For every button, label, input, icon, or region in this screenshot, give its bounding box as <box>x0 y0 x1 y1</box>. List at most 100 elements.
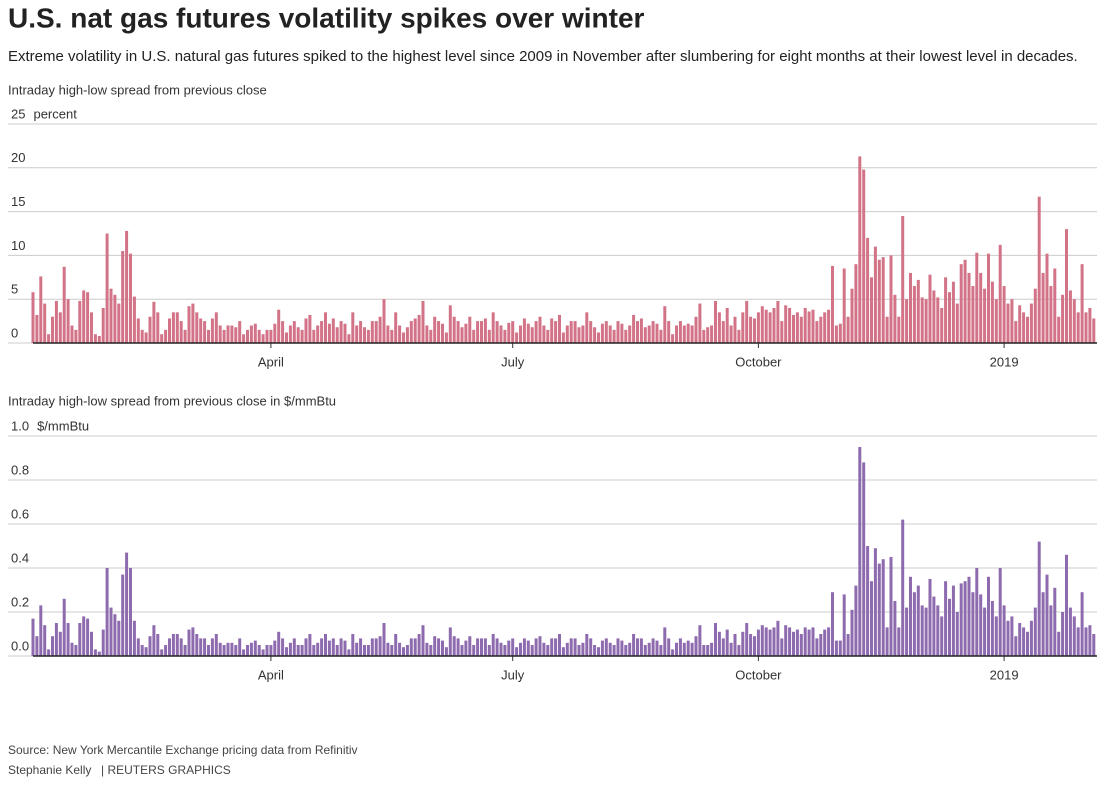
bar <box>604 321 608 343</box>
bar <box>452 316 456 343</box>
bar <box>702 645 706 656</box>
bar <box>678 321 682 343</box>
bar <box>546 645 550 656</box>
bar <box>1037 541 1041 656</box>
bar <box>1080 592 1084 656</box>
bar <box>831 592 834 656</box>
bar <box>281 638 285 656</box>
bar <box>1006 620 1010 656</box>
bar <box>550 318 554 343</box>
bar <box>1049 286 1053 343</box>
title: U.S. nat gas futures volatility spikes o… <box>8 2 645 33</box>
bar <box>519 325 522 343</box>
bar <box>916 279 920 343</box>
bar <box>608 642 612 656</box>
bar <box>948 292 951 343</box>
bar <box>858 156 862 343</box>
x-tick-label: April <box>258 667 284 682</box>
bar <box>741 631 745 656</box>
bar <box>768 629 772 656</box>
bar <box>632 634 636 656</box>
bar <box>234 327 238 343</box>
bar <box>97 335 101 343</box>
bar <box>370 638 374 656</box>
bar <box>686 640 690 656</box>
bar <box>600 640 604 656</box>
bar <box>858 447 862 656</box>
bar <box>772 307 776 343</box>
bar <box>31 618 35 656</box>
bar <box>846 316 850 343</box>
bar <box>359 321 363 343</box>
bar <box>238 321 242 343</box>
bar <box>378 636 382 656</box>
bar <box>1026 316 1029 343</box>
bar <box>39 276 43 343</box>
bar <box>222 329 226 343</box>
bar <box>994 616 998 656</box>
bar <box>827 309 831 343</box>
bar <box>780 638 784 656</box>
bar <box>417 314 421 343</box>
bar <box>1053 268 1057 343</box>
bar <box>335 645 339 656</box>
bar <box>171 312 175 343</box>
bar <box>253 323 257 343</box>
bar <box>971 592 975 656</box>
bar <box>546 329 550 343</box>
bar <box>698 625 702 656</box>
bar <box>651 321 655 343</box>
bar <box>990 281 994 343</box>
bar <box>234 645 238 656</box>
bar <box>74 329 78 343</box>
bar <box>889 557 893 656</box>
bar <box>230 325 234 343</box>
bar <box>694 316 698 343</box>
bar <box>398 325 402 343</box>
bar <box>413 318 417 343</box>
bar <box>1092 318 1096 343</box>
bar <box>998 244 1002 343</box>
bar <box>870 277 873 343</box>
brand: | REUTERS GRAPHICS <box>101 763 231 777</box>
bar <box>585 312 589 343</box>
bar <box>402 332 405 343</box>
bar <box>975 568 979 656</box>
bar <box>51 316 54 343</box>
bar <box>1072 299 1076 343</box>
bar <box>581 325 585 343</box>
bar <box>249 325 253 343</box>
bar <box>1088 307 1092 343</box>
bar <box>959 264 963 343</box>
bar <box>831 265 834 343</box>
bar <box>355 642 359 656</box>
bar <box>862 169 866 343</box>
bar <box>948 598 951 656</box>
bar <box>721 638 725 656</box>
bar <box>93 649 97 656</box>
bar <box>257 329 261 343</box>
bar <box>405 327 409 343</box>
bar <box>230 642 234 656</box>
bar <box>487 645 491 656</box>
y-tick-label: 0.8 <box>11 462 29 477</box>
bar <box>171 634 175 656</box>
bar <box>975 252 979 343</box>
bar <box>1041 272 1045 343</box>
bar <box>355 325 359 343</box>
bar <box>78 300 82 343</box>
bar <box>460 327 464 343</box>
x-tick-label: July <box>501 354 525 369</box>
bar <box>815 321 819 343</box>
bar <box>866 546 870 656</box>
subtitle: Extreme volatility in U.S. natural gas f… <box>8 48 1078 65</box>
bar <box>339 638 343 656</box>
bar <box>386 325 390 343</box>
bar <box>452 636 456 656</box>
bar <box>472 645 476 656</box>
bar <box>413 638 417 656</box>
bar <box>636 321 639 343</box>
bar <box>554 321 558 343</box>
bar <box>425 325 429 343</box>
bar <box>78 623 82 656</box>
